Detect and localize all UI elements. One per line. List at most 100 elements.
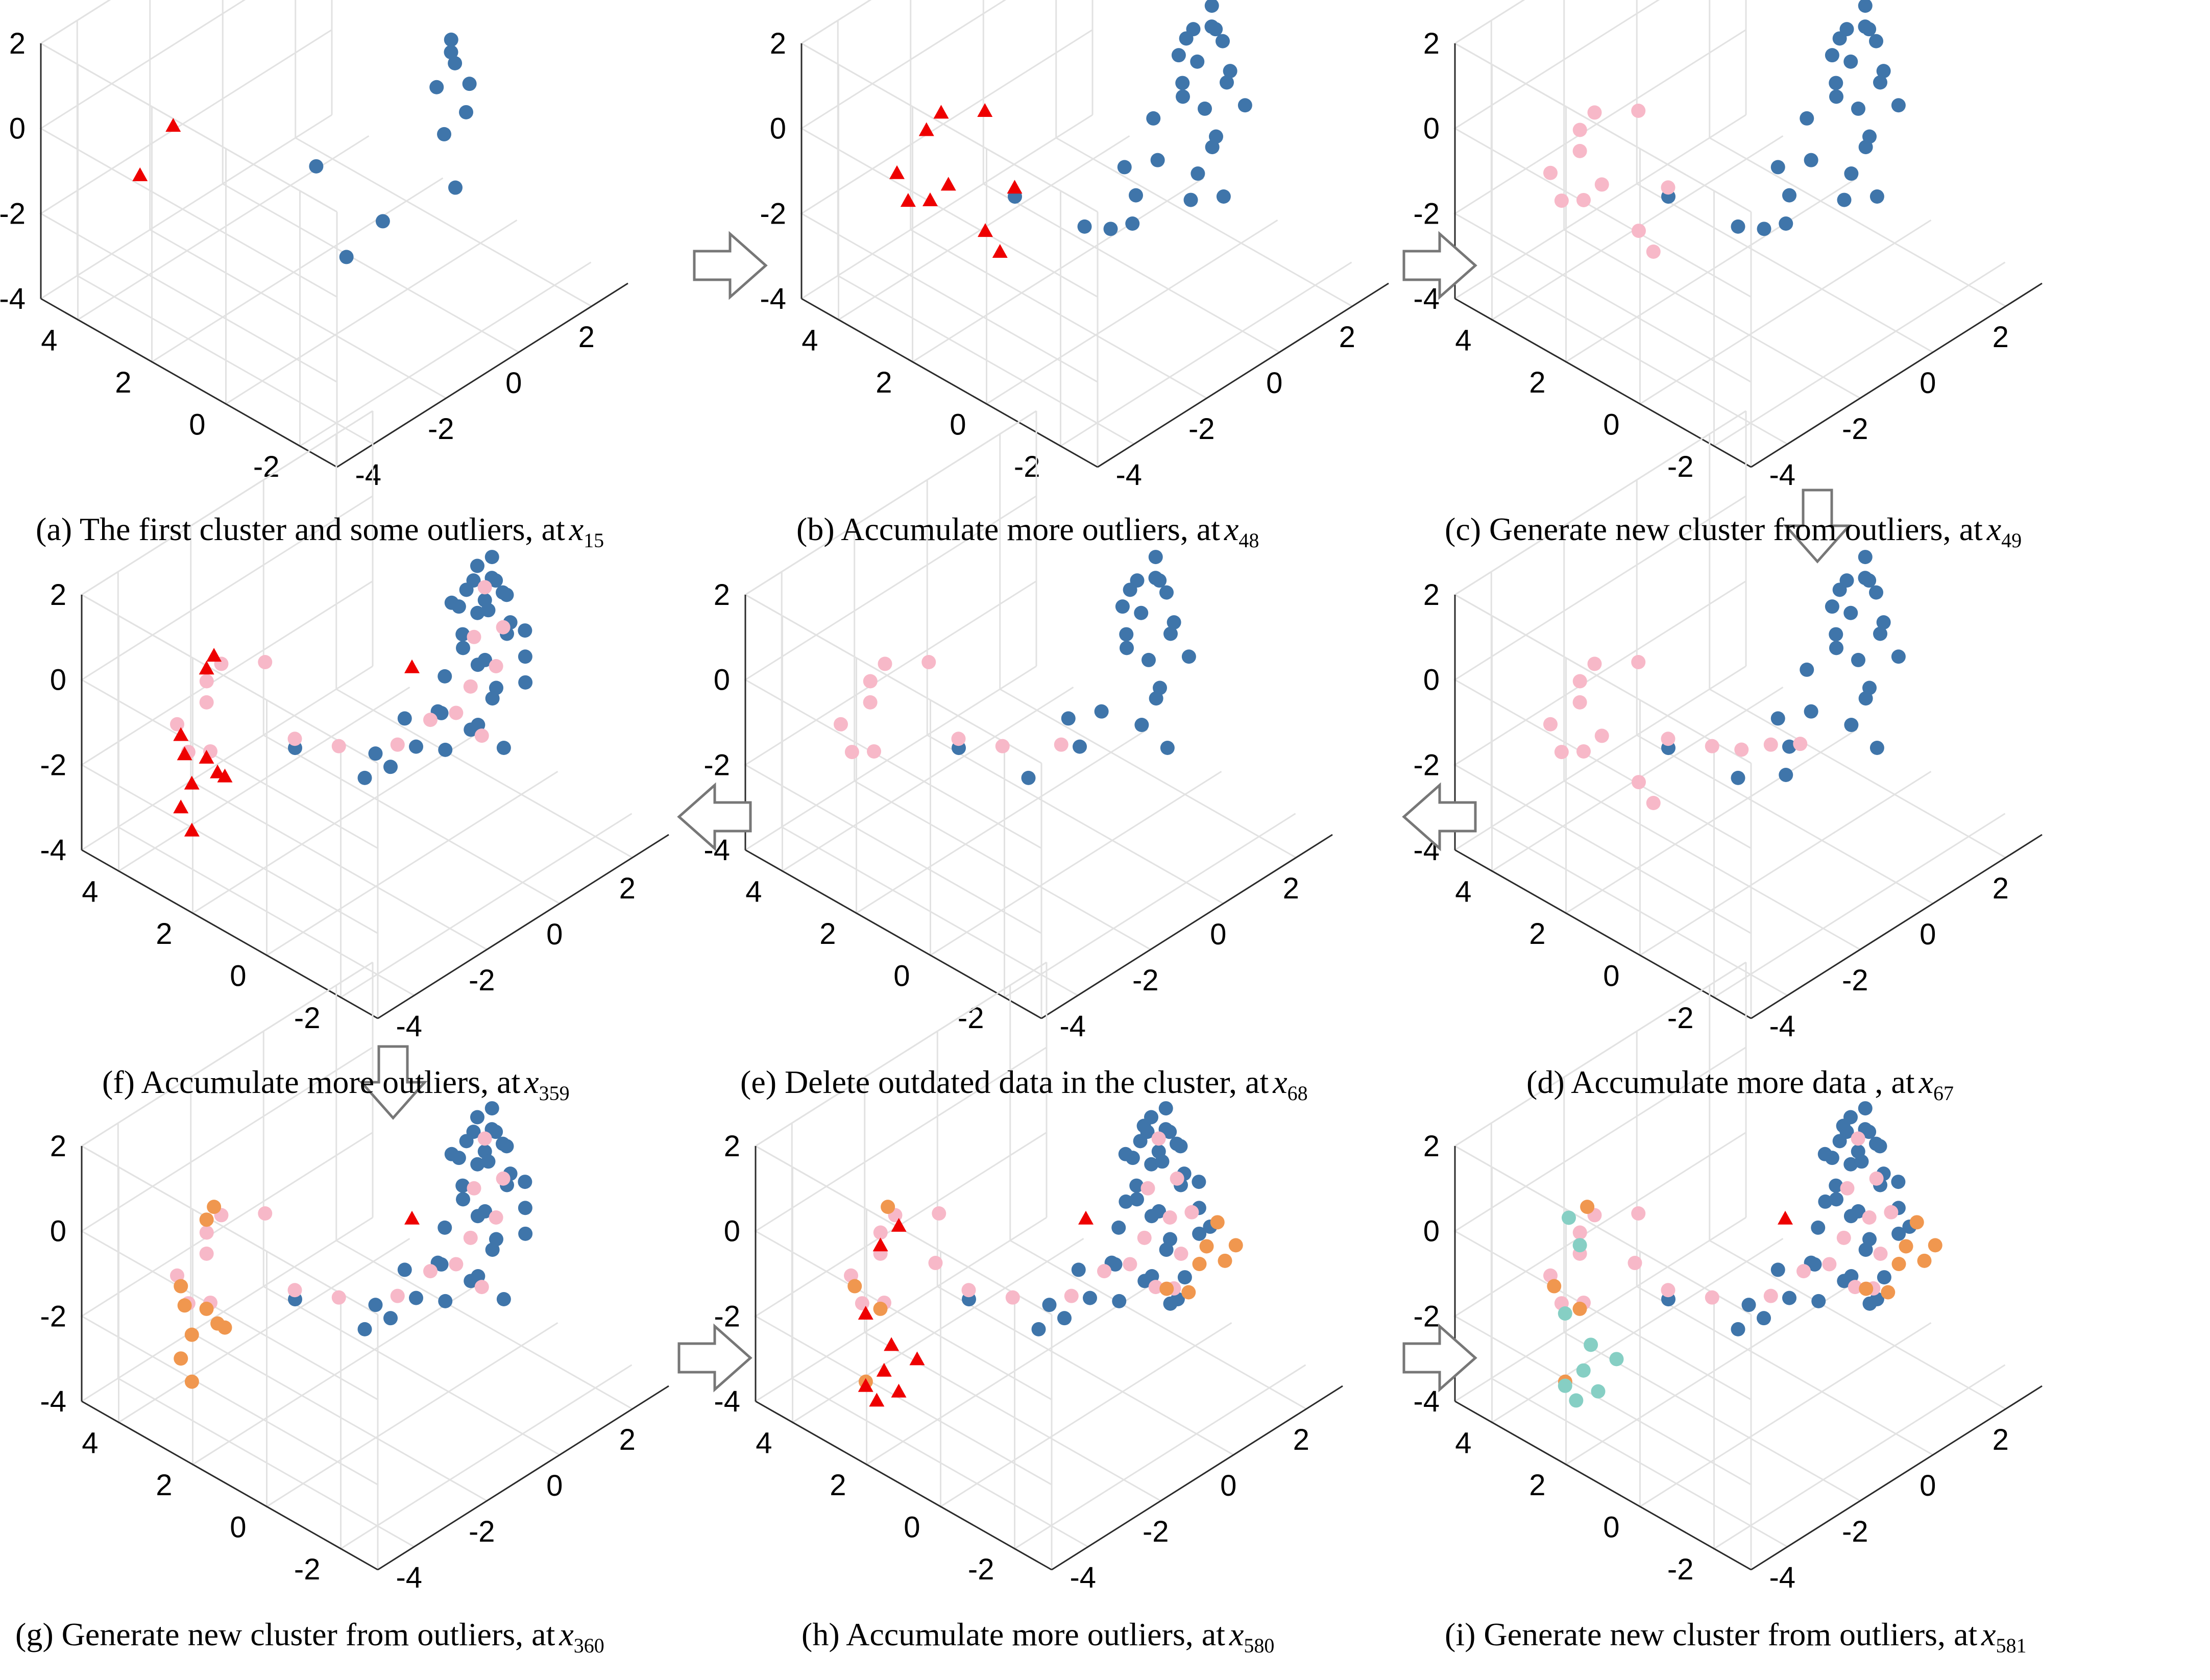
grid-line: [340, 742, 633, 999]
y-tick-label: -2: [1667, 1553, 1694, 1586]
caption-g-var: x: [559, 1616, 574, 1652]
scatter-panel-c: -4 -2 0 2 -2 0 2 4 -4 -2 0 2: [1413, 0, 2043, 492]
point-e-cluster-2-3: [834, 717, 848, 732]
point-e-cluster-1-18: [1073, 739, 1087, 754]
point-h-cluster-1-13: [1159, 1243, 1174, 1257]
point-d-cluster-1-21: [1844, 718, 1859, 733]
point-c-cluster-1-18: [1782, 188, 1796, 203]
point-c-cluster-1-22: [1837, 192, 1852, 207]
point-i-cluster-1-31: [1837, 1274, 1852, 1288]
point-c-cluster-1-5: [1876, 64, 1891, 79]
y-tick-label: 4: [756, 1426, 772, 1459]
point-h-cluster-1-18: [1083, 1291, 1097, 1305]
point-c-cluster-2-0: [1587, 105, 1602, 120]
point-g-cluster-3-4: [199, 1301, 214, 1316]
point-g-cluster-2-13: [449, 1257, 464, 1272]
caption-d: (d) Accumulate more data , at x67: [1526, 1066, 1954, 1104]
point-i-cluster-3-7: [1881, 1285, 1896, 1300]
point-d-cluster-1-16: [1804, 704, 1818, 719]
point-c-cluster-2-8: [1646, 245, 1661, 259]
point-g-cluster-1-22: [496, 1292, 511, 1306]
point-i-cluster-4-0: [1562, 1210, 1576, 1225]
point-f-outliers-6: [184, 775, 200, 790]
point-e-cluster-1-5: [1167, 615, 1181, 630]
point-h-outliers-1: [891, 1218, 907, 1232]
point-g-cluster-2-7: [199, 1246, 214, 1261]
point-d-cluster-1-15: [1829, 627, 1843, 642]
y-tick-label: 2: [1529, 917, 1545, 951]
point-g-cluster-2-2: [258, 1206, 273, 1221]
scatter-panel-f: -4 -2 0 2 -2 0 2 4 -4 -2 0 2: [40, 410, 669, 1043]
x-tick-label: -2: [469, 1515, 495, 1548]
x-tick-label: 0: [1920, 918, 1936, 951]
z-tick-label: 0: [1423, 112, 1440, 145]
point-e-cluster-1-2: [1148, 571, 1163, 586]
point-f-outliers-2: [173, 727, 189, 741]
x-axis: [1751, 1385, 2043, 1571]
point-g-cluster-1-0: [484, 1101, 499, 1116]
point-i-cluster-3-6: [1909, 1215, 1924, 1230]
x-tick-label: 0: [546, 1469, 563, 1502]
point-a-cluster-1-2: [444, 45, 458, 60]
point-h-cluster-2-18: [1174, 1247, 1188, 1261]
point-g-cluster-1-27: [438, 1220, 452, 1235]
axes-h: [755, 1146, 1343, 1571]
point-b-cluster-1-20: [1103, 222, 1118, 236]
point-h-cluster-1-39: [1163, 1296, 1178, 1311]
y-tick-label: 2: [819, 917, 836, 951]
point-g-cluster-3-1: [199, 1212, 214, 1227]
point-h-cluster-1-29: [1192, 1226, 1207, 1241]
point-i-cluster-1-25: [1817, 1147, 1832, 1161]
point-e-cluster-1-16: [1094, 704, 1109, 719]
point-f-cluster-2-8: [331, 739, 346, 753]
z-tick-label: 0: [724, 1215, 740, 1248]
caption-c-text: (c) Generate new cluster from outliers, …: [1445, 511, 1983, 547]
caption-h-sub: 580: [1244, 1634, 1275, 1657]
point-a-outliers-0: [165, 118, 181, 132]
point-d-cluster-1-3: [1843, 605, 1858, 620]
x-tick-label: 2: [619, 872, 636, 905]
x-tick-label: -2: [1842, 964, 1868, 997]
point-c-cluster-1-13: [1858, 140, 1873, 155]
y-axis: [1454, 1400, 1752, 1571]
y-tick-label: 2: [876, 366, 892, 399]
arrow-g-to-h: [677, 1323, 752, 1393]
point-e-cluster-1-12: [1120, 641, 1134, 655]
grid-line: [801, 42, 1098, 213]
point-g-outliers-0: [404, 1210, 420, 1225]
grid-line: [299, 190, 592, 448]
x-tick-label: 0: [1220, 1469, 1236, 1502]
grid-line: [40, 0, 111, 44]
caption-e: (e) Delete outdated data in the cluster,…: [740, 1066, 1308, 1104]
point-f-cluster-2-10: [477, 580, 492, 595]
caption-f: (f) Accumulate more outliers, at x359: [102, 1066, 570, 1104]
point-h-cluster-2-14: [1170, 1171, 1184, 1186]
grid-line: [40, 42, 337, 213]
point-i-cluster-4-3: [1584, 1337, 1598, 1352]
point-f-cluster-1-28: [434, 705, 449, 720]
point-c-cluster-2-3: [1543, 165, 1558, 180]
marks-a: [132, 32, 477, 264]
point-f-cluster-1-14: [518, 649, 532, 664]
point-i-cluster-3-4: [1891, 1257, 1906, 1272]
point-i-cluster-2-21: [1628, 1256, 1642, 1271]
point-f-cluster-2-15: [489, 659, 503, 673]
point-g-cluster-1-25: [444, 1147, 459, 1161]
point-g-cluster-3-3: [177, 1298, 192, 1313]
point-d-cluster-1-19: [1779, 768, 1793, 782]
point-f-cluster-2-17: [474, 728, 489, 743]
point-h-outliers-8: [891, 1383, 907, 1398]
point-f-outliers-4: [199, 749, 214, 764]
point-i-cluster-1-13: [1858, 1243, 1873, 1257]
point-f-cluster-1-25: [444, 595, 459, 610]
point-i-cluster-2-16: [1796, 1264, 1811, 1279]
marks-h: [844, 1101, 1243, 1407]
x-axis: [1751, 834, 2043, 1019]
point-b-cluster-1-4: [1220, 75, 1234, 90]
caption-f-sub: 359: [539, 1082, 570, 1105]
grid-line: [1055, 0, 1353, 307]
point-i-cluster-2-18: [1873, 1247, 1888, 1261]
grid-line: [1454, 594, 1752, 764]
y-tick-label: -2: [968, 1553, 994, 1586]
